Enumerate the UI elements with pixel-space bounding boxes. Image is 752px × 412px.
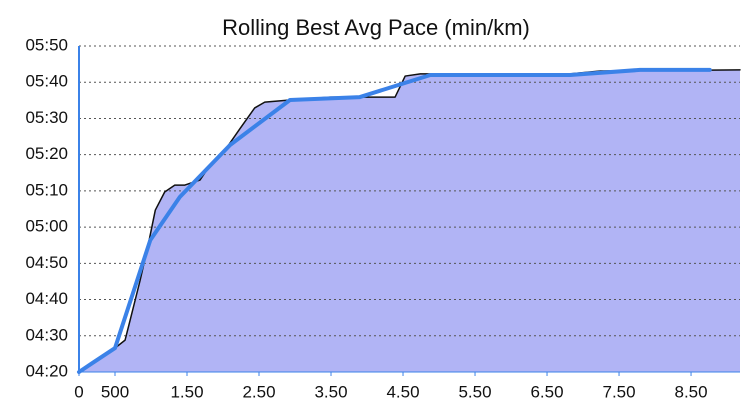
y-tick-label: 05:40 [25,72,68,91]
y-tick-label: 04:40 [25,289,68,308]
x-tick-label: 0 [74,382,83,401]
chart-title: Rolling Best Avg Pace (min/km) [222,15,530,40]
y-tick-label: 04:20 [25,361,68,380]
x-tick-label: 4.50 [386,382,419,401]
y-tick-label: 04:50 [25,253,68,272]
y-tick-label: 05:20 [25,144,68,163]
y-tick-label: 04:30 [25,325,68,344]
x-tick-label: 8.50 [674,382,707,401]
x-tick-label: 7.50 [602,382,635,401]
x-tick-label: 1.50 [170,382,203,401]
x-tick-label: 500 [101,382,129,401]
x-tick-label: 6.50 [530,382,563,401]
y-tick-label: 05:00 [25,217,68,236]
y-tick-label: 05:30 [25,108,68,127]
y-tick-label: 05:10 [25,180,68,199]
x-tick-label: 3.50 [314,382,347,401]
y-tick-label: 05:50 [25,35,68,54]
x-tick-label: 5.50 [458,382,491,401]
x-tick-label: 2.50 [242,382,275,401]
line [77,67,712,374]
area [79,69,740,372]
